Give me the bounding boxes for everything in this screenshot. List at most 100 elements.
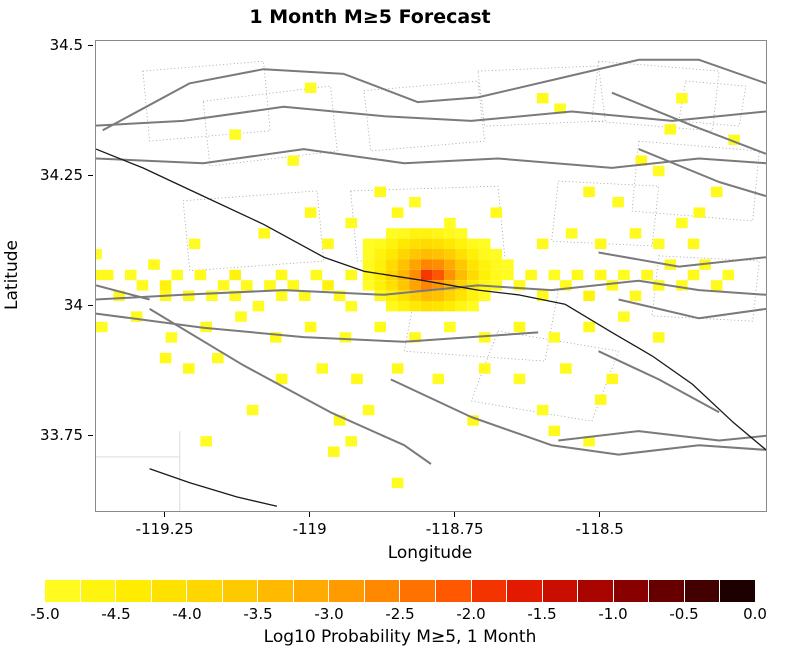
x-tick-label: -118.75 bbox=[425, 520, 484, 538]
colorbar-tick-label: -1.0 bbox=[598, 605, 628, 623]
heat-cell bbox=[409, 259, 421, 270]
colorbar-segment bbox=[258, 580, 293, 602]
colorbar-tick-label: -4.5 bbox=[101, 605, 131, 623]
colorbar-tick-label: -5.0 bbox=[30, 605, 60, 623]
heat-cell bbox=[374, 280, 386, 291]
heat-cell bbox=[409, 332, 421, 343]
x-tick-mark bbox=[309, 512, 311, 517]
heat-cell bbox=[101, 269, 114, 281]
heat-cell bbox=[345, 217, 357, 229]
heat-cell bbox=[159, 352, 172, 364]
heat-cell bbox=[409, 228, 421, 239]
colorbar-segment bbox=[507, 580, 542, 602]
heat-cell bbox=[386, 259, 398, 270]
heat-cell bbox=[467, 269, 479, 281]
heat-cell bbox=[478, 332, 491, 343]
colorbar-tick-label: -4.0 bbox=[172, 605, 202, 623]
heat-cell bbox=[374, 269, 386, 281]
fault-line bbox=[618, 298, 766, 320]
heat-cell bbox=[490, 249, 503, 260]
heat-cell bbox=[420, 249, 433, 260]
map-canvas bbox=[96, 58, 766, 511]
heat-cell bbox=[444, 321, 456, 333]
x-tick-mark bbox=[164, 512, 166, 517]
heat-cell bbox=[397, 290, 410, 301]
colorbar-tick-label: 0.0 bbox=[743, 605, 767, 623]
heat-cell bbox=[328, 446, 340, 457]
heat-cell bbox=[693, 207, 706, 218]
heat-cell bbox=[467, 301, 479, 312]
heat-cell bbox=[304, 82, 317, 93]
heat-cell bbox=[409, 280, 421, 291]
heat-cell bbox=[96, 321, 108, 333]
x-tick-label: -118.5 bbox=[575, 520, 624, 538]
colorbar-tick-label: -0.5 bbox=[669, 605, 699, 623]
heat-cell bbox=[536, 238, 549, 249]
heat-cell bbox=[362, 404, 375, 416]
heat-cell bbox=[432, 290, 445, 301]
heat-cell bbox=[676, 93, 688, 104]
heat-cell bbox=[606, 373, 619, 385]
heat-cell bbox=[444, 228, 456, 239]
heat-cell bbox=[641, 269, 653, 281]
fault-line bbox=[96, 105, 766, 127]
x-axis-label: Longitude bbox=[387, 543, 473, 563]
heat-cell bbox=[722, 269, 735, 281]
heat-cell bbox=[264, 280, 276, 291]
heat-cell bbox=[548, 425, 561, 437]
heat-cell bbox=[618, 269, 630, 281]
heat-cell bbox=[560, 280, 572, 291]
heat-cell bbox=[322, 280, 334, 291]
heat-cell bbox=[183, 290, 195, 301]
heat-cell bbox=[345, 436, 357, 447]
heat-cell bbox=[333, 415, 346, 426]
heat-cell bbox=[397, 249, 410, 260]
heat-cell bbox=[513, 321, 526, 333]
heat-cell bbox=[420, 301, 433, 312]
heat-cell bbox=[200, 436, 212, 447]
fault-source-polygon bbox=[551, 180, 660, 247]
heat-cell bbox=[130, 311, 143, 322]
heat-cell bbox=[455, 280, 468, 291]
y-tick-label: 34.25 bbox=[40, 166, 83, 185]
heat-cell bbox=[229, 290, 241, 301]
fault-source-polygon bbox=[182, 190, 325, 272]
heat-cell bbox=[513, 280, 526, 291]
heat-cell bbox=[478, 249, 491, 260]
map-plot bbox=[95, 40, 767, 512]
heat-cell bbox=[391, 477, 404, 489]
heat-cell bbox=[397, 259, 410, 270]
chart-title: 1 Month M≥5 Forecast bbox=[249, 6, 491, 28]
heat-cell bbox=[333, 290, 346, 301]
colorbar-segment bbox=[720, 580, 755, 602]
heat-cell bbox=[652, 238, 665, 249]
heat-cell bbox=[594, 238, 607, 249]
heat-cell bbox=[275, 269, 288, 281]
heat-cell bbox=[96, 249, 102, 260]
heat-cell bbox=[594, 394, 607, 405]
heat-cell bbox=[171, 269, 183, 281]
heat-cell bbox=[386, 249, 398, 260]
heat-cell bbox=[409, 301, 421, 312]
heat-cell bbox=[374, 321, 386, 333]
heat-cell bbox=[571, 269, 584, 281]
fault-line bbox=[102, 68, 344, 132]
coastline bbox=[149, 468, 278, 507]
heat-cell bbox=[235, 311, 247, 322]
heat-cell bbox=[165, 332, 178, 343]
x-tick-mark bbox=[599, 512, 601, 517]
heat-cell bbox=[467, 249, 479, 260]
colorbar-segment bbox=[684, 580, 720, 602]
y-tick-mark bbox=[88, 44, 93, 46]
heat-cell bbox=[386, 228, 398, 239]
heat-cell bbox=[548, 269, 561, 281]
heat-cell bbox=[432, 228, 445, 239]
heat-cell bbox=[212, 352, 224, 364]
heat-cell bbox=[467, 259, 479, 270]
colorbar-segment bbox=[80, 580, 116, 602]
colorbar-segment bbox=[613, 580, 649, 602]
heat-cell bbox=[536, 404, 549, 416]
x-tick-label: -119.25 bbox=[135, 520, 194, 538]
heat-cell bbox=[583, 321, 595, 333]
fault-line bbox=[149, 308, 432, 465]
